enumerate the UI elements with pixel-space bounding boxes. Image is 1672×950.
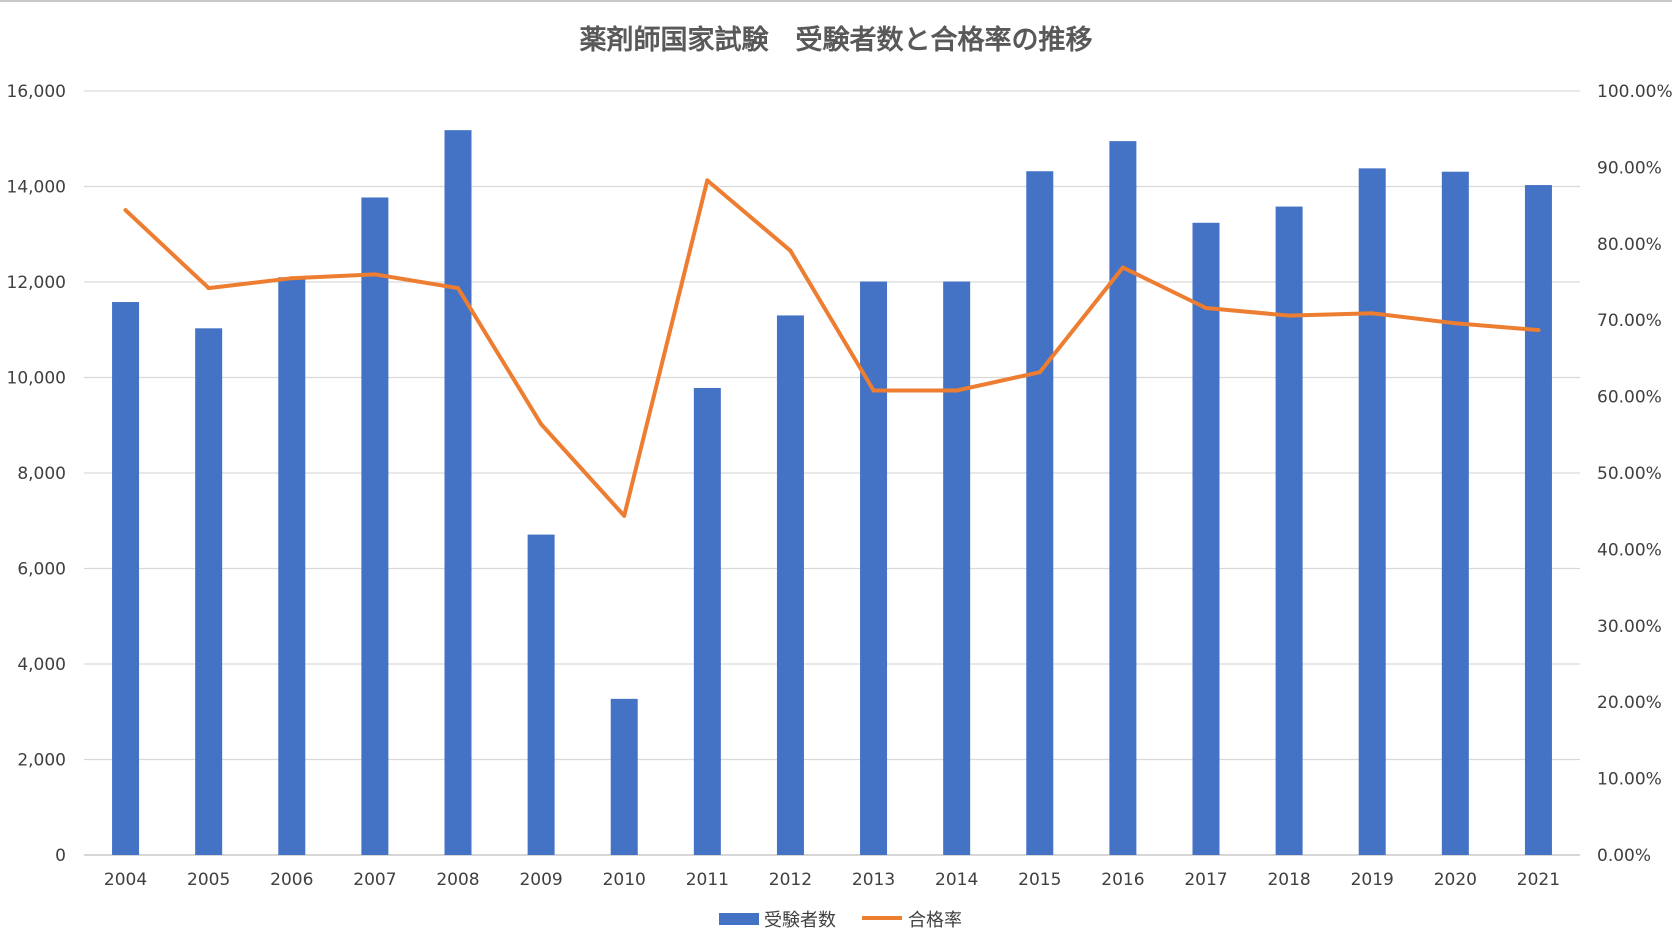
- right-tick-label: 80.00%: [1597, 235, 1662, 255]
- bar-series: [112, 130, 1552, 856]
- legend: 受験者数 合格率: [719, 910, 962, 931]
- line-point-2009: [539, 422, 544, 427]
- pass-rate-line: [123, 178, 1541, 518]
- right-tick-label: 30.00%: [1597, 617, 1662, 637]
- x-tick-label: 2019: [1351, 870, 1394, 890]
- line-point-2006: [289, 276, 294, 281]
- bar-2009: [527, 534, 555, 855]
- legend-swatch-bar: [719, 913, 759, 925]
- line-point-2007: [372, 272, 377, 277]
- bar-2020: [1441, 171, 1469, 855]
- line-point-2021: [1536, 328, 1541, 333]
- x-tick-label: 2010: [603, 870, 646, 890]
- line-point-2014: [954, 388, 959, 393]
- bar-2017: [1192, 222, 1220, 856]
- left-tick-label: 8,000: [17, 464, 66, 484]
- chart-title: 薬剤師国家試験 受験者数と合格率の推移: [580, 24, 1093, 56]
- right-tick-label: 100.00%: [1597, 82, 1672, 102]
- x-tick-label: 2016: [1101, 870, 1144, 890]
- line-point-2015: [1037, 370, 1042, 375]
- bar-2013: [860, 281, 888, 856]
- x-tick-label: 2009: [519, 870, 562, 890]
- left-tick-label: 14,000: [7, 178, 66, 198]
- line-point-2016: [1120, 265, 1125, 270]
- line-point-2004: [123, 208, 128, 213]
- bar-2006: [278, 277, 306, 856]
- x-tick-label: 2017: [1184, 870, 1227, 890]
- x-tick-label: 2013: [852, 870, 895, 890]
- bar-2010: [610, 698, 638, 855]
- bar-2018: [1275, 206, 1303, 855]
- left-tick-label: 2,000: [17, 751, 66, 771]
- x-tick-label: 2006: [270, 870, 313, 890]
- left-tick-label: 6,000: [17, 560, 66, 580]
- bar-2012: [776, 315, 804, 855]
- line-point-2018: [1287, 313, 1292, 318]
- x-tick-label: 2011: [686, 870, 729, 890]
- right-tick-label: 10.00%: [1597, 770, 1662, 790]
- x-tick-label: 2018: [1267, 870, 1310, 890]
- left-tick-label: 4,000: [17, 655, 66, 675]
- bar-2004: [112, 302, 140, 855]
- left-tick-label: 12,000: [7, 273, 66, 293]
- bar-2021: [1524, 185, 1552, 855]
- x-tick-label: 2021: [1517, 870, 1560, 890]
- right-tick-label: 70.00%: [1597, 311, 1662, 331]
- right-tick-label: 0.00%: [1597, 846, 1651, 866]
- legend-label-bar: 受験者数: [764, 910, 836, 931]
- bar-2005: [195, 328, 223, 855]
- line-point-2005: [206, 286, 211, 291]
- legend-label-line: 合格率: [908, 910, 962, 931]
- line-point-2017: [1204, 305, 1208, 310]
- right-tick-label: 20.00%: [1597, 693, 1662, 713]
- x-axis-labels: 2004 2005 2006 2007 2008 2009 2010 2011 2012 2013…: [104, 870, 1560, 890]
- x-tick-label: 2012: [769, 870, 812, 890]
- right-tick-label: 90.00%: [1597, 158, 1662, 178]
- x-tick-label: 2015: [1018, 870, 1061, 890]
- x-tick-label: 2005: [187, 870, 230, 890]
- bar-2008: [444, 130, 472, 855]
- line-point-2010: [622, 513, 627, 518]
- line-point-2011: [705, 178, 710, 183]
- x-tick-label: 2008: [436, 870, 479, 890]
- x-tick-label: 2020: [1434, 870, 1477, 890]
- left-tick-label: 0: [55, 846, 66, 866]
- bar-2016: [1109, 141, 1137, 855]
- x-tick-label: 2007: [353, 870, 396, 890]
- line-point-2012: [788, 248, 793, 253]
- right-tick-label: 60.00%: [1597, 388, 1662, 408]
- line-point-2013: [871, 388, 876, 393]
- line-point-2008: [456, 286, 460, 291]
- bar-2019: [1358, 168, 1386, 856]
- right-tick-label: 40.00%: [1597, 540, 1662, 560]
- left-axis-labels: 0 2,000 4,000 6,000 8,000 10,000 12,000 14,000 1…: [7, 82, 66, 866]
- bar-2007: [361, 197, 389, 856]
- gridlines: [84, 90, 1580, 856]
- right-tick-label: 50.00%: [1597, 464, 1662, 484]
- right-axis-labels: 0.00% 10.00% 20.00% 30.00% 40.00% 50.00% 60.00…: [1597, 82, 1672, 866]
- bar-2011: [693, 388, 721, 855]
- bar-2014: [943, 281, 971, 856]
- line-point-2019: [1370, 311, 1375, 316]
- x-tick-label: 2004: [104, 870, 147, 890]
- bar-2015: [1026, 171, 1054, 856]
- line-point-2020: [1453, 321, 1458, 326]
- left-tick-label: 16,000: [7, 82, 66, 102]
- left-tick-label: 10,000: [7, 369, 66, 389]
- x-tick-label: 2014: [935, 870, 978, 890]
- line-series: [123, 178, 1541, 518]
